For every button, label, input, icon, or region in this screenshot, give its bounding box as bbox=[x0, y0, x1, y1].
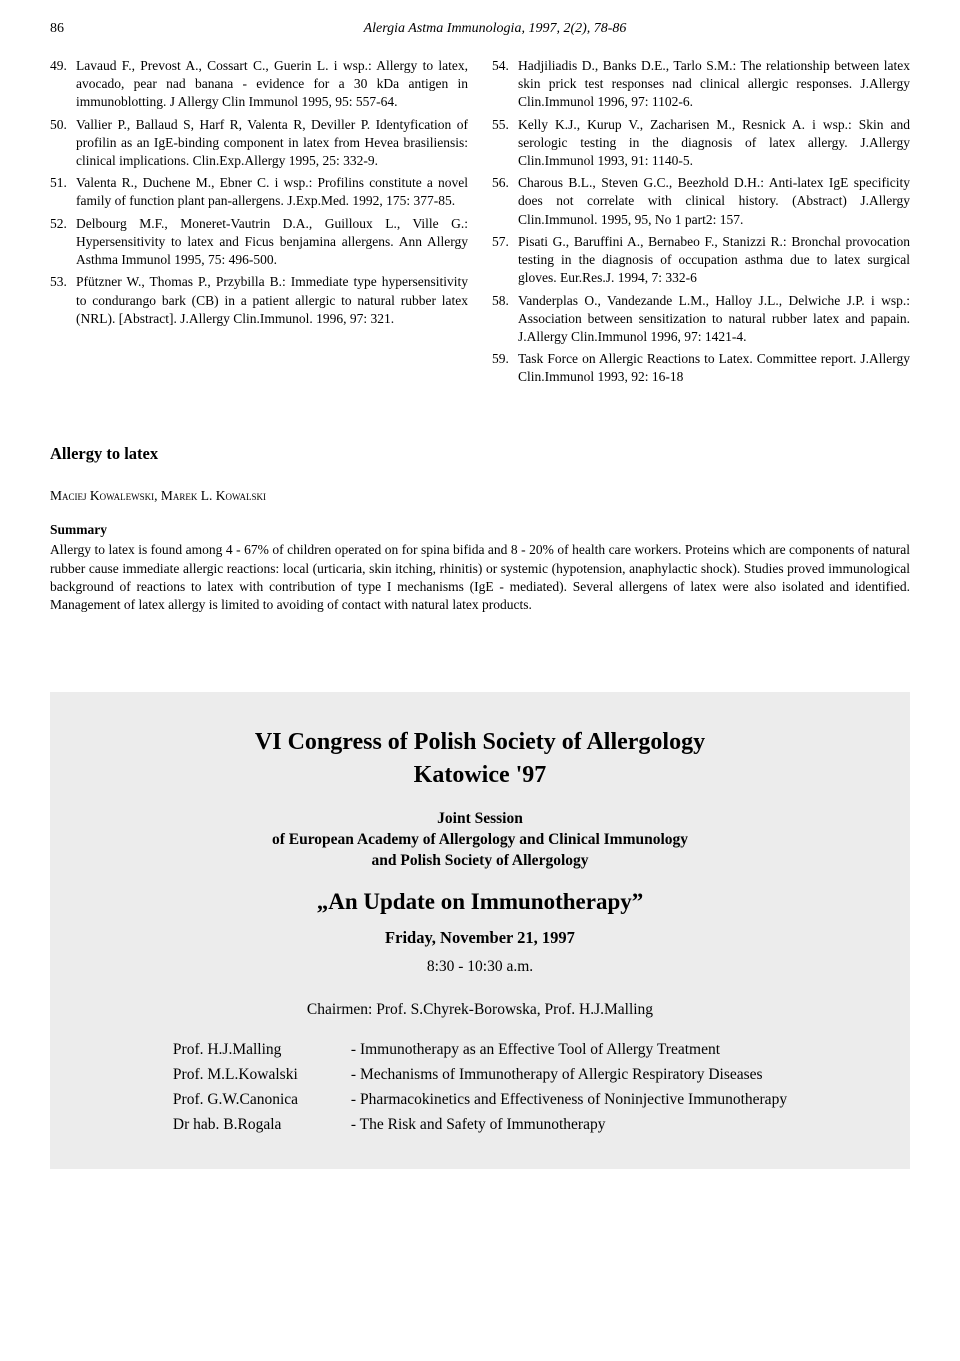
congress-session-title: „An Update on Immunotherapy” bbox=[80, 886, 880, 917]
reference-item: 54.Hadjiliadis D., Banks D.E., Tarlo S.M… bbox=[492, 57, 910, 112]
reference-item: 49.Lavaud F., Prevost A., Cossart C., Gu… bbox=[50, 57, 468, 112]
reference-text: Delbourg M.F., Moneret-Vautrin D.A., Gui… bbox=[76, 215, 468, 270]
reference-number: 51. bbox=[50, 174, 76, 210]
reference-item: 56.Charous B.L., Steven G.C., Beezhold D… bbox=[492, 174, 910, 229]
reference-number: 50. bbox=[50, 116, 76, 171]
reference-text: Vanderplas O., Vandezande L.M., Halloy J… bbox=[518, 292, 910, 347]
reference-number: 56. bbox=[492, 174, 518, 229]
reference-text: Valenta R., Duchene M., Ebner C. i wsp.:… bbox=[76, 174, 468, 210]
speaker-name: Prof. G.W.Canonica bbox=[169, 1089, 345, 1112]
congress-sub-line1: Joint Session bbox=[437, 810, 523, 827]
congress-date: Friday, November 21, 1997 bbox=[80, 927, 880, 949]
talk-title: - The Risk and Safety of Immunotherapy bbox=[347, 1114, 791, 1137]
page-number: 86 bbox=[50, 20, 80, 39]
table-row: Prof. M.L.Kowalski- Mechanisms of Immuno… bbox=[169, 1064, 791, 1087]
reference-number: 59. bbox=[492, 350, 518, 386]
page-header: 86 Alergia Astma Immunologia, 1997, 2(2)… bbox=[50, 20, 910, 39]
reference-item: 50.Vallier P., Ballaud S, Harf R, Valent… bbox=[50, 116, 468, 171]
reference-text: Pisati G., Baruffini A., Bernabeo F., St… bbox=[518, 233, 910, 288]
talk-title: - Immunotherapy as an Effective Tool of … bbox=[347, 1039, 791, 1062]
reference-item: 58.Vanderplas O., Vandezande L.M., Hallo… bbox=[492, 292, 910, 347]
congress-title-line1: VI Congress of Polish Society of Allergo… bbox=[80, 726, 880, 758]
talk-title: - Mechanisms of Immunotherapy of Allergi… bbox=[347, 1064, 791, 1087]
reference-text: Charous B.L., Steven G.C., Beezhold D.H.… bbox=[518, 174, 910, 229]
table-row: Prof. G.W.Canonica- Pharmacokinetics and… bbox=[169, 1089, 791, 1112]
reference-number: 52. bbox=[50, 215, 76, 270]
reference-item: 51.Valenta R., Duchene M., Ebner C. i ws… bbox=[50, 174, 468, 210]
references-columns: 49.Lavaud F., Prevost A., Cossart C., Gu… bbox=[50, 57, 910, 391]
congress-title-line2: Katowice '97 bbox=[80, 759, 880, 791]
reference-text: Task Force on Allergic Reactions to Late… bbox=[518, 350, 910, 386]
reference-item: 59.Task Force on Allergic Reactions to L… bbox=[492, 350, 910, 386]
speaker-name: Prof. H.J.Malling bbox=[169, 1039, 345, 1062]
section-title: Allergy to latex bbox=[50, 443, 910, 465]
summary-body: Allergy to latex is found among 4 - 67% … bbox=[50, 541, 910, 614]
authors-text: Maciej Kowalewski, Marek L. Kowalski bbox=[50, 488, 266, 503]
reference-text: Kelly K.J., Kurup V., Zacharisen M., Res… bbox=[518, 116, 910, 171]
congress-sub-line2: of European Academy of Allergology and C… bbox=[272, 831, 688, 848]
congress-speakers-table: Prof. H.J.Malling- Immunotherapy as an E… bbox=[167, 1037, 793, 1139]
congress-box: VI Congress of Polish Society of Allergo… bbox=[50, 692, 910, 1168]
speaker-name: Prof. M.L.Kowalski bbox=[169, 1064, 345, 1087]
reference-text: Hadjiliadis D., Banks D.E., Tarlo S.M.: … bbox=[518, 57, 910, 112]
references-right-column: 54.Hadjiliadis D., Banks D.E., Tarlo S.M… bbox=[492, 57, 910, 391]
reference-number: 53. bbox=[50, 273, 76, 328]
reference-item: 52.Delbourg M.F., Moneret-Vautrin D.A., … bbox=[50, 215, 468, 270]
congress-time: 8:30 - 10:30 a.m. bbox=[80, 957, 880, 978]
reference-item: 57.Pisati G., Baruffini A., Bernabeo F.,… bbox=[492, 233, 910, 288]
authors: Maciej Kowalewski, Marek L. Kowalski bbox=[50, 487, 910, 505]
reference-number: 57. bbox=[492, 233, 518, 288]
table-row: Dr hab. B.Rogala- The Risk and Safety of… bbox=[169, 1114, 791, 1137]
reference-item: 55.Kelly K.J., Kurup V., Zacharisen M., … bbox=[492, 116, 910, 171]
reference-text: Lavaud F., Prevost A., Cossart C., Gueri… bbox=[76, 57, 468, 112]
reference-number: 54. bbox=[492, 57, 518, 112]
references-left-column: 49.Lavaud F., Prevost A., Cossart C., Gu… bbox=[50, 57, 468, 391]
reference-item: 53.Pfützner W., Thomas P., Przybilla B.:… bbox=[50, 273, 468, 328]
reference-number: 55. bbox=[492, 116, 518, 171]
reference-text: Vallier P., Ballaud S, Harf R, Valenta R… bbox=[76, 116, 468, 171]
summary-label: Summary bbox=[50, 521, 910, 539]
talk-title: - Pharmacokinetics and Effectiveness of … bbox=[347, 1089, 791, 1112]
speaker-name: Dr hab. B.Rogala bbox=[169, 1114, 345, 1137]
reference-number: 49. bbox=[50, 57, 76, 112]
running-title: Alergia Astma Immunologia, 1997, 2(2), 7… bbox=[80, 20, 910, 39]
reference-number: 58. bbox=[492, 292, 518, 347]
congress-subtitle: Joint Session of European Academy of All… bbox=[80, 809, 880, 872]
congress-sub-line3: and Polish Society of Allergology bbox=[372, 852, 589, 869]
reference-text: Pfützner W., Thomas P., Przybilla B.: Im… bbox=[76, 273, 468, 328]
congress-chairmen: Chairmen: Prof. S.Chyrek-Borowska, Prof.… bbox=[80, 1000, 880, 1021]
table-row: Prof. H.J.Malling- Immunotherapy as an E… bbox=[169, 1039, 791, 1062]
